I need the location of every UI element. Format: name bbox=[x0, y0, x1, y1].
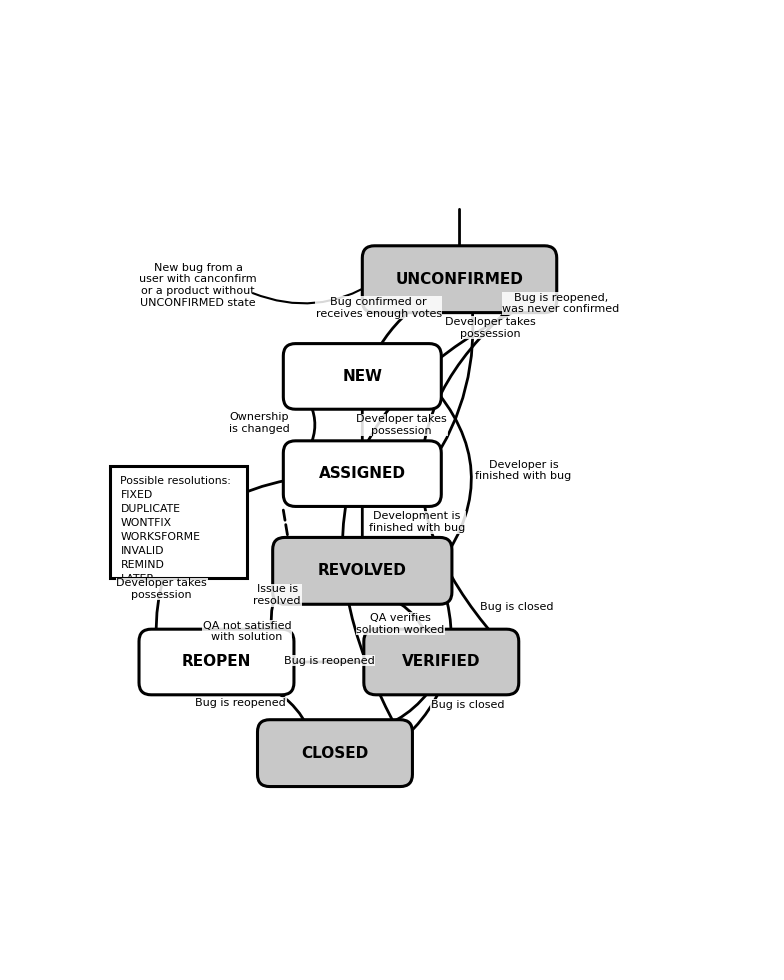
Text: Development is
finished with bug: Development is finished with bug bbox=[368, 512, 465, 533]
Text: Developer takes
possession: Developer takes possession bbox=[116, 578, 207, 600]
Text: ASSIGNED: ASSIGNED bbox=[319, 466, 406, 481]
Text: Bug confirmed or
receives enough votes: Bug confirmed or receives enough votes bbox=[316, 297, 441, 318]
Text: Possible resolutions:
FIXED
DUPLICATE
WONTFIX
WORKSFORME
INVALID
REMIND
LATER: Possible resolutions: FIXED DUPLICATE WO… bbox=[121, 476, 231, 584]
Text: Bug is reopened: Bug is reopened bbox=[284, 656, 374, 665]
FancyBboxPatch shape bbox=[362, 246, 557, 313]
Text: Bug is reopened: Bug is reopened bbox=[195, 698, 286, 708]
Text: NEW: NEW bbox=[343, 368, 383, 384]
Text: Issue is
resolved: Issue is resolved bbox=[253, 584, 301, 606]
FancyBboxPatch shape bbox=[139, 629, 294, 695]
FancyBboxPatch shape bbox=[110, 466, 247, 578]
Text: VERIFIED: VERIFIED bbox=[402, 655, 481, 669]
Text: REVOLVED: REVOLVED bbox=[318, 564, 407, 578]
Text: Bug is closed: Bug is closed bbox=[481, 603, 554, 612]
Text: Developer takes
possession: Developer takes possession bbox=[357, 415, 447, 436]
Text: Developer is
finished with bug: Developer is finished with bug bbox=[475, 460, 572, 481]
Text: New bug from a
user with canconfirm
or a product without
UNCONFIRMED state: New bug from a user with canconfirm or a… bbox=[140, 263, 257, 308]
FancyBboxPatch shape bbox=[364, 629, 519, 695]
Text: Bug is reopened,
was never confirmed: Bug is reopened, was never confirmed bbox=[503, 293, 619, 315]
FancyBboxPatch shape bbox=[283, 441, 441, 507]
Text: Ownership
is changed: Ownership is changed bbox=[229, 413, 289, 434]
Text: CLOSED: CLOSED bbox=[301, 746, 368, 760]
FancyBboxPatch shape bbox=[257, 719, 412, 787]
FancyBboxPatch shape bbox=[283, 344, 441, 410]
Text: REOPEN: REOPEN bbox=[182, 655, 251, 669]
Text: Bug is closed: Bug is closed bbox=[430, 700, 504, 710]
Text: QA verifies
solution worked: QA verifies solution worked bbox=[357, 612, 445, 634]
Text: Developer takes
possession: Developer takes possession bbox=[445, 317, 535, 339]
Text: QA not satisfied
with solution: QA not satisfied with solution bbox=[202, 620, 291, 643]
Text: UNCONFIRMED: UNCONFIRMED bbox=[396, 271, 524, 287]
FancyBboxPatch shape bbox=[273, 537, 452, 605]
